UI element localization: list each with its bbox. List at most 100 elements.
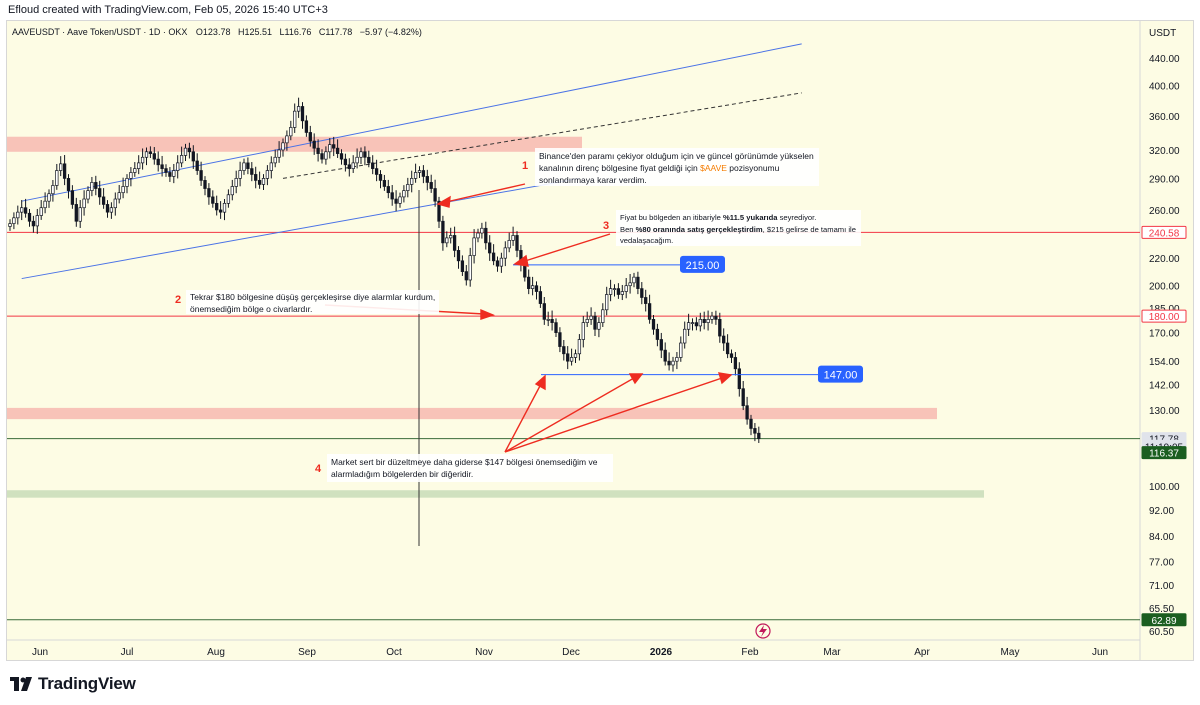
annotation-4-number: 4 [315, 463, 322, 475]
candle-body [234, 178, 238, 187]
arrow-1 [445, 183, 526, 203]
candle-body [27, 212, 32, 222]
price-tick: 400.00 [1149, 82, 1180, 93]
candle-body [608, 288, 613, 295]
candle-body [332, 144, 336, 149]
candle-body [733, 357, 738, 370]
candle-body [511, 235, 515, 241]
candle-body [113, 198, 117, 209]
candle-body [437, 200, 441, 222]
ohlc-low: L116.76 [280, 27, 312, 37]
candle-body [148, 151, 153, 154]
candle-body [195, 160, 199, 171]
arrow-2-head [480, 308, 495, 320]
candle-body [632, 276, 636, 284]
ohlc-high: H125.51 [238, 27, 272, 37]
candle-body [694, 322, 699, 327]
annotation-4-box[interactable] [327, 454, 613, 482]
ohlc-open: O123.78 [196, 27, 231, 37]
price-tick: 170.00 [1149, 329, 1180, 340]
candle-body [534, 285, 539, 292]
annotation-2-box[interactable] [186, 290, 439, 314]
candle-body [277, 149, 281, 158]
candle-body [398, 196, 402, 204]
candle-body [581, 322, 585, 340]
time-tick: Apr [914, 647, 930, 658]
candle-body [367, 156, 371, 164]
candle-body [749, 418, 753, 429]
candle-body [335, 147, 340, 154]
candle-body [714, 315, 718, 320]
candle-body [296, 106, 301, 112]
candle-body [402, 190, 406, 198]
time-tick: Jul [121, 647, 134, 658]
candle-body [488, 242, 492, 254]
candles-layer [8, 97, 761, 443]
candle-body [101, 196, 106, 205]
candle-body [546, 319, 550, 321]
footer-bar [0, 664, 1200, 705]
symbol-legend[interactable]: AAVEUSDT · Aave Token/USDT · 1D · OKX O1… [12, 27, 422, 37]
candle-body [320, 153, 324, 160]
candle-body [515, 235, 519, 251]
candle-body [285, 135, 289, 144]
candle-body [491, 252, 496, 262]
candle-body [257, 180, 262, 185]
time-tick: Jun [1092, 647, 1108, 658]
candle-body [686, 322, 691, 330]
candle-body [31, 220, 36, 227]
annotation-4-line-2: alarmladığım bölgelerden bir diğeridir. [331, 469, 473, 479]
annotation-1-line-2b: pozisyonumu [727, 163, 780, 173]
candle-body [413, 172, 418, 179]
price-tick: 60.50 [1149, 627, 1174, 638]
price-tick: 154.00 [1149, 357, 1180, 368]
price-tick: 142.00 [1149, 381, 1180, 392]
candle-body [605, 294, 609, 311]
candle-body [655, 328, 660, 340]
price-badge: 180.00 [1149, 312, 1180, 323]
annotation-2-number: 2 [175, 294, 181, 306]
lightning-icon[interactable] [755, 623, 771, 639]
zone-2 [7, 490, 984, 498]
candle-body [456, 250, 461, 262]
candle-body [421, 170, 426, 177]
candle-body [226, 194, 231, 204]
annotation-1-highlight: $AAVE [700, 163, 727, 173]
time-tick: Sep [298, 647, 316, 658]
level-147-label-box[interactable] [818, 365, 863, 383]
candle-body [246, 162, 250, 169]
price-tick: 92.00 [1149, 506, 1174, 517]
candle-body [312, 140, 316, 149]
channel-line-upper [21, 43, 802, 202]
annotation-3-box[interactable] [616, 210, 861, 246]
candle-body [640, 288, 644, 298]
candle-body [261, 178, 266, 185]
candle-body [222, 202, 227, 213]
price-tick: 200.00 [1149, 282, 1180, 293]
candle-body [121, 186, 125, 194]
candle-body [254, 174, 258, 181]
symbol-line: AAVEUSDT · Aave Token/USDT · 1D · OKX [12, 27, 187, 37]
candle-body [671, 360, 675, 366]
candle-body [382, 180, 387, 187]
arrow-1-head [436, 195, 451, 208]
candle-body [363, 151, 367, 158]
chart-credit: Efloud created with TradingView.com, Feb… [0, 0, 1200, 20]
price-tick: 71.00 [1149, 581, 1174, 592]
candle-body [753, 428, 757, 434]
candle-body [8, 223, 12, 227]
candle-body [156, 158, 160, 166]
candle-body [710, 315, 714, 320]
time-tick: May [1001, 647, 1020, 658]
annotation-1-line-2a: kanalının direnç bölgesine fiyat geldiği… [539, 163, 700, 173]
tradingview-logo[interactable]: TradingView [10, 673, 136, 695]
price-axis-ticks: 440.00 400.00 360.00 320.00 290.00 260.00 240.… [1149, 54, 1180, 638]
candle-body [133, 168, 137, 173]
price-tick: 290.00 [1149, 174, 1180, 185]
annotation-1-box[interactable] [535, 148, 819, 186]
level-215-label-box[interactable] [680, 255, 725, 273]
candle-body [98, 188, 102, 198]
candle-body [601, 309, 605, 323]
candle-body [339, 153, 344, 160]
